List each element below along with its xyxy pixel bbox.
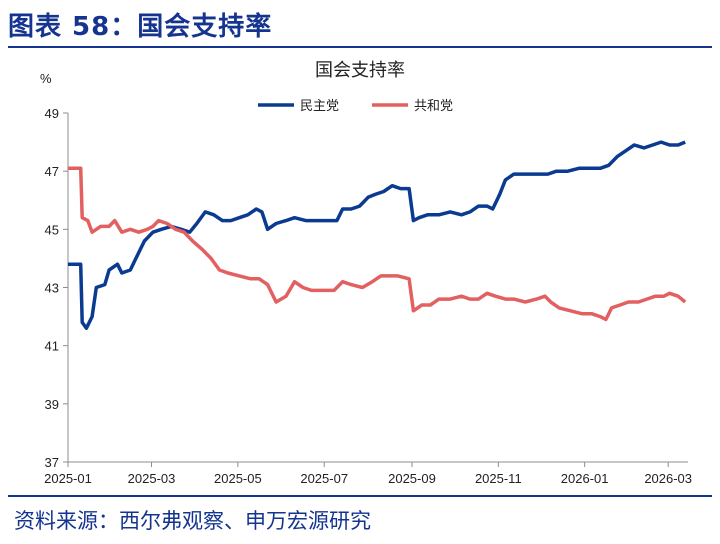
x-tick-label: 2025-07 xyxy=(300,471,348,486)
x-tick-label: 2025-03 xyxy=(128,471,176,486)
y-tick-label: 49 xyxy=(45,106,59,121)
y-tick-label: 43 xyxy=(45,281,59,296)
footer-rule xyxy=(8,495,712,497)
x-tick-label: 2026-01 xyxy=(561,471,609,486)
x-tick-label: 2025-09 xyxy=(388,471,436,486)
legend-label: 民主党 xyxy=(300,99,339,114)
y-tick-label: 45 xyxy=(45,222,59,237)
y-tick-label: 41 xyxy=(45,339,59,354)
title-rule xyxy=(8,46,712,48)
y-tick-label: 47 xyxy=(45,164,59,179)
legend-label: 共和党 xyxy=(414,99,453,114)
legend: 民主党 共和党 xyxy=(258,99,453,114)
axes: 37 39 41 43 45 47 49 2025-01 2025-03 2025-05 2025-… xyxy=(44,106,692,486)
x-tick-label: 2025-11 xyxy=(475,471,522,486)
x-tick-label: 2025-01 xyxy=(44,471,92,486)
y-axis-unit-label: % xyxy=(40,71,52,86)
series-layer xyxy=(68,140,687,330)
y-tick-label: 37 xyxy=(45,455,59,470)
chart-title: 国会支持率 xyxy=(315,60,405,81)
line-chart: 国会支持率 % 民主党 共和党 37 39 41 43 45 47 49 2025-01 2025… xyxy=(40,60,692,486)
source-note: 资料来源：西尔弗观察、申万宏源研究 xyxy=(14,509,371,533)
x-tick-label: 2025-05 xyxy=(214,471,262,486)
y-tick-label: 39 xyxy=(45,397,59,412)
series-line-democrats xyxy=(68,140,686,330)
series-line-republicans xyxy=(68,166,687,322)
x-tick-label: 2026-03 xyxy=(644,471,692,486)
figure-title: 图表 58：国会支持率 xyxy=(8,12,273,42)
